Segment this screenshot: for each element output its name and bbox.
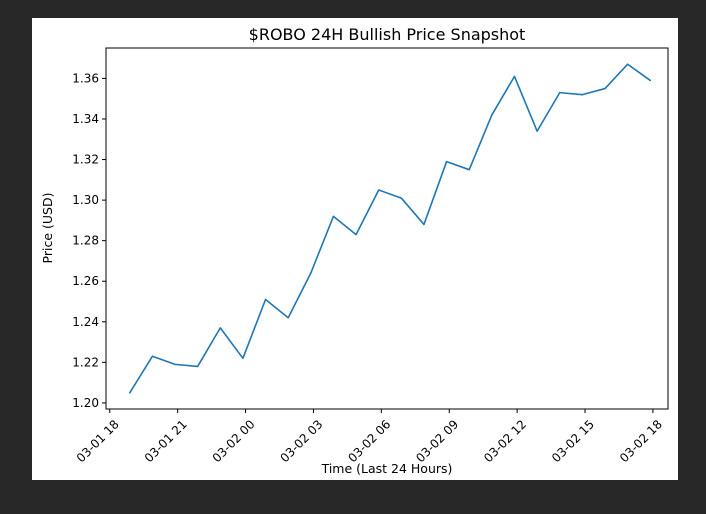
y-tick-label: 1.34 <box>72 112 99 126</box>
x-tick-label: 03-02 00 <box>210 417 258 465</box>
x-tick-label: 03-01 21 <box>142 417 190 465</box>
y-tick-label: 1.26 <box>72 274 99 288</box>
y-tick-label: 1.20 <box>72 396 99 410</box>
x-tick-label: 03-02 06 <box>345 417 393 465</box>
y-tick-label: 1.24 <box>72 315 99 329</box>
y-tick-label: 1.30 <box>72 193 99 207</box>
y-tick-label: 1.28 <box>72 234 99 248</box>
x-tick-label: 03-02 03 <box>277 417 325 465</box>
y-axis-title: Price (USD) <box>40 193 55 264</box>
price-line-chart: $ROBO 24H Bullish Price Snapshot 1.201.2… <box>40 25 669 476</box>
x-tick-label: 03-02 18 <box>617 417 665 465</box>
x-tick-label: 03-02 09 <box>413 417 461 465</box>
series-layer <box>128 63 652 394</box>
y-tick-label: 1.22 <box>72 355 99 369</box>
price-series-line <box>128 63 652 394</box>
x-tick-label: 03-02 12 <box>481 417 529 465</box>
y-tick-label: 1.36 <box>72 71 99 85</box>
chart-figure: $ROBO 24H Bullish Price Snapshot 1.20 1.2… <box>32 18 678 480</box>
plot-area-frame <box>105 47 669 410</box>
x-tick-label: 03-01 18 <box>74 417 122 465</box>
y-axis: 1.20 1.22 1.24 1.26 1.28 1.30 1.32 1.34 1.36 <box>72 71 106 410</box>
x-tick-label: 03-02 15 <box>549 417 597 465</box>
x-axis-title: Time (Last 24 Hours) <box>321 461 453 476</box>
y-tick-label: 1.32 <box>72 153 99 167</box>
chart-title: $ROBO 24H Bullish Price Snapshot <box>249 25 526 44</box>
x-axis: 03-01 18 03-01 21 03-02 00 03-02 03 03-02 06… <box>74 409 665 465</box>
